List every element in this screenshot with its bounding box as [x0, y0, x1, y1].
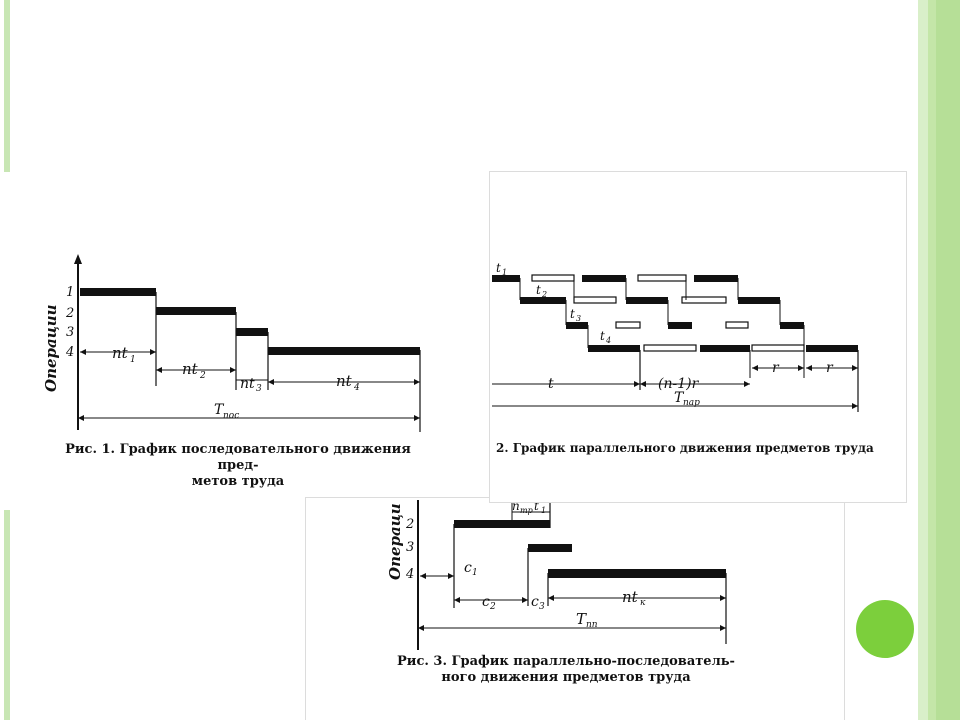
fig3-op-2: 2: [405, 517, 414, 532]
side-bar-mid: [928, 0, 936, 720]
fig3-label-ntk: nt: [622, 588, 639, 606]
decorative-circle: [856, 600, 914, 658]
fig1-label-total: T: [214, 402, 225, 418]
fig2-label-n1r: (n-1)r: [658, 376, 700, 392]
svg-text:2: 2: [541, 290, 547, 299]
figure-3-diagram: Операци 2 3 4 n тр t 1 c 1 c 2 c 3: [386, 498, 727, 650]
svg-text:тр: тр: [520, 506, 533, 515]
svg-text:2: 2: [489, 602, 496, 612]
svg-text:1: 1: [130, 355, 136, 365]
fig1-op-4: 4: [65, 345, 74, 360]
fig3-label-c1: c: [464, 560, 472, 576]
fig3-label-total: T: [576, 610, 587, 628]
svg-text:3: 3: [256, 384, 262, 394]
fig3-label-c2: c: [482, 594, 490, 610]
left-bar-top: [4, 0, 10, 172]
fig3-label-ntr: n: [512, 499, 520, 513]
fig1-op-2: 2: [65, 306, 74, 321]
figure-3-caption: Рис. 3. График параллельно-последователь…: [397, 654, 735, 685]
svg-text:4: 4: [353, 383, 360, 393]
figure-2-caption: 2. График параллельного движения предмет…: [496, 441, 874, 455]
svg-text:3: 3: [576, 314, 581, 323]
fig3-bar-op-4: [548, 569, 726, 578]
fig2-label-t3: t: [570, 307, 575, 321]
svg-text:1: 1: [502, 268, 507, 277]
svg-text:4: 4: [605, 336, 611, 345]
fig2-label-total: T: [674, 390, 685, 406]
svg-text:3: 3: [539, 602, 545, 612]
svg-text:пп: пп: [586, 620, 598, 630]
svg-text:1: 1: [541, 506, 546, 515]
fig1-bar-op-4: [268, 347, 420, 355]
figure-3-scan: Операци 2 3 4 n тр t 1 c 1 c 2 c 3: [306, 498, 844, 720]
fig1-y-axis-label: Операции: [42, 304, 60, 392]
left-bar-bottom: [4, 510, 10, 720]
figure-1-diagram: Операции 1 2 3 4 nt 1 nt 2 nt 3 nt: [42, 254, 421, 432]
figure-1-scan: Операции 1 2 3 4 nt 1 nt 2 nt 3 nt: [0, 172, 460, 492]
svg-text:пар: пар: [683, 398, 700, 408]
fig1-op-1: 1: [66, 285, 74, 300]
fig3-label-c3: c: [531, 594, 539, 610]
fig1-bar-op-2: [156, 307, 236, 315]
svg-text:1: 1: [472, 568, 478, 578]
fig1-bar-op-3: [236, 328, 268, 336]
fig1-label-nt3: nt: [240, 376, 255, 392]
fig2-label-r1: r: [772, 360, 780, 376]
fig3-op-3: 3: [406, 540, 414, 555]
fig1-op-3: 3: [66, 325, 74, 340]
fig3-op-4: 4: [405, 567, 414, 582]
svg-text:пос: пос: [223, 411, 239, 421]
fig1-bar-op-1: [80, 288, 156, 296]
fig1-label-nt4: nt: [336, 372, 353, 390]
fig2-label-t2: t: [536, 283, 541, 297]
fig2-label-t1: t: [496, 261, 501, 275]
svg-text:к: к: [640, 598, 646, 608]
fig2-label-t4: t: [600, 329, 605, 343]
fig3-y-axis-label: Операци: [386, 503, 404, 580]
figure-2-diagram: t 1 t 2 t 3 t 4 t (n-1)r r r T пар: [492, 261, 859, 412]
fig2-label-t: t: [548, 376, 554, 392]
side-bar-light: [918, 0, 928, 720]
fig2-label-r2: r: [826, 360, 834, 376]
fig3-label-t1: t: [534, 499, 539, 513]
fig3-bar-op-3: [528, 544, 572, 552]
svg-text:2: 2: [199, 371, 206, 381]
figure-2-scan: t 1 t 2 t 3 t 4 t (n-1)r r r T пар 2. Гр…: [490, 172, 906, 502]
fig1-label-nt1: nt: [112, 344, 129, 362]
side-bar-dark: [936, 0, 960, 720]
fig1-label-nt2: nt: [182, 360, 199, 378]
figure-1-caption: Рис. 1. График последовательного движени…: [65, 442, 411, 489]
fig3-bar-op-2: [454, 520, 550, 528]
